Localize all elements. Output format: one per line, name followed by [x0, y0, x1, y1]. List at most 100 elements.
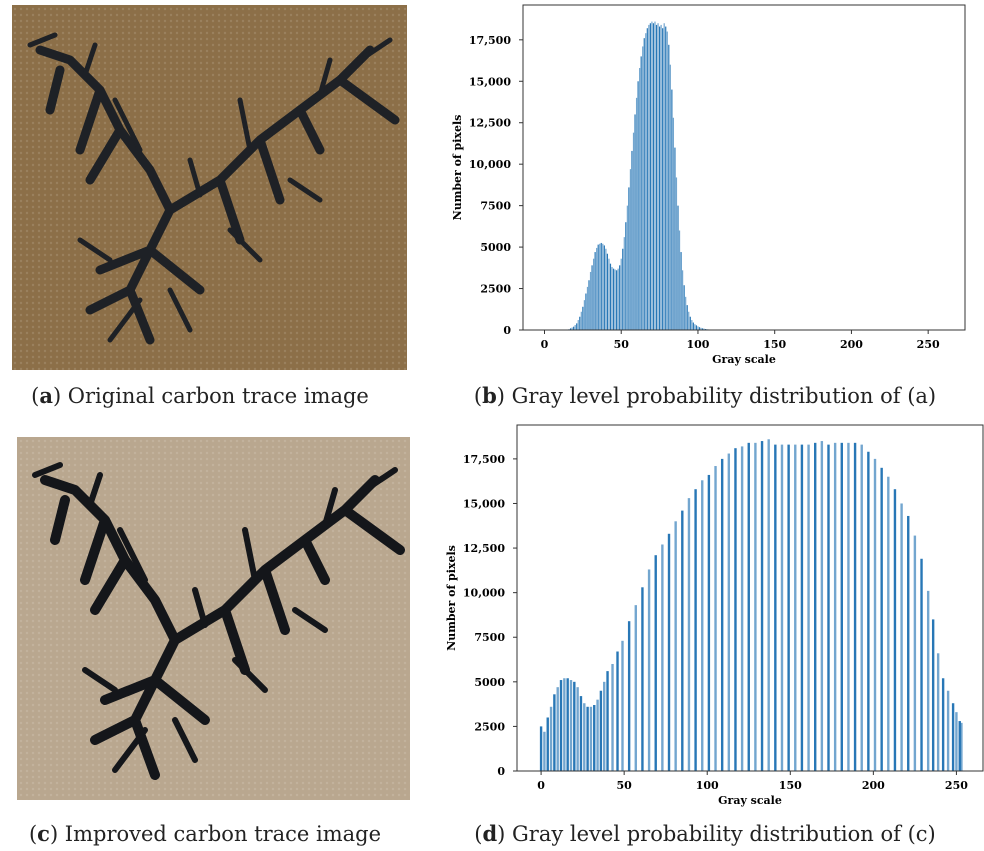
bar	[936, 653, 940, 771]
bar	[677, 205, 679, 330]
bar	[689, 316, 691, 330]
bar	[955, 712, 958, 771]
bar	[707, 474, 711, 771]
bar	[931, 619, 935, 771]
bar	[754, 442, 757, 771]
x-tick-label: 250	[917, 338, 940, 351]
caption: (c) Improved carbon trace image	[29, 821, 381, 846]
bar	[674, 521, 677, 771]
bar	[827, 444, 830, 771]
histogram: 0 50 100 150 200 250025005000750010,00012,500…	[451, 4, 966, 366]
bar	[582, 306, 584, 330]
bar	[900, 503, 903, 771]
bar	[634, 605, 637, 771]
bar	[688, 311, 690, 330]
y-tick-label: 0	[497, 765, 505, 778]
x-tick-label: 0	[541, 338, 549, 351]
bar	[553, 694, 556, 771]
caption-open: (	[29, 822, 37, 846]
bar	[596, 699, 599, 771]
bar	[747, 442, 750, 771]
bar	[666, 31, 668, 331]
bar	[646, 28, 648, 330]
bar	[608, 258, 610, 330]
bar	[695, 325, 698, 330]
bar	[678, 230, 681, 330]
bar	[606, 671, 609, 771]
bar	[639, 68, 641, 331]
x-tick-label: 200	[840, 338, 863, 351]
bar	[612, 268, 615, 330]
y-tick-label: 2500	[474, 720, 505, 733]
x-tick-label: 100	[686, 338, 709, 351]
bar	[681, 510, 684, 771]
bar	[600, 242, 602, 330]
bar	[586, 706, 589, 771]
bar	[657, 23, 659, 330]
bar	[652, 23, 655, 330]
bar	[654, 21, 656, 330]
caption-letter: b	[482, 383, 497, 408]
bar	[623, 237, 625, 330]
bar	[642, 46, 644, 331]
bar	[960, 722, 963, 771]
bar	[926, 590, 930, 771]
bar	[599, 690, 603, 771]
bar	[800, 444, 804, 771]
bar	[658, 26, 661, 330]
bar	[867, 451, 870, 771]
x-tick-label: 0	[537, 779, 545, 792]
y-tick-label: 17,500	[463, 453, 505, 466]
y-tick-label: 7500	[480, 200, 511, 213]
bar	[571, 327, 573, 330]
bar	[579, 316, 581, 330]
caption-text: ) Gray level probability distribution of…	[497, 822, 936, 846]
caption-open: (	[474, 384, 482, 408]
bar	[694, 489, 697, 771]
y-tick-label: 10,000	[469, 158, 511, 171]
bar	[734, 448, 737, 771]
bar	[611, 663, 614, 771]
y-tick-label: 2500	[480, 283, 511, 296]
bar	[698, 327, 701, 330]
caption-letter: c	[37, 821, 50, 846]
bar	[609, 263, 612, 330]
bar	[654, 555, 657, 771]
caption-letter: a	[39, 383, 53, 408]
bar	[701, 480, 704, 771]
caption-letter: d	[482, 821, 497, 846]
bar	[559, 680, 563, 771]
bar	[920, 558, 923, 771]
bar	[620, 258, 622, 330]
bar	[685, 296, 687, 330]
y-axis-title: Number of pixels	[451, 115, 464, 221]
caption-text: ) Original carbon trace image	[53, 384, 369, 408]
y-tick-label: 7500	[474, 631, 505, 644]
bar	[580, 311, 582, 330]
bar	[814, 442, 817, 771]
bar	[586, 286, 589, 330]
bar	[616, 651, 619, 771]
bar	[946, 690, 950, 771]
bar	[573, 326, 575, 330]
bar	[576, 687, 579, 771]
bar	[720, 458, 724, 771]
image-a	[12, 5, 407, 370]
bar	[907, 515, 910, 771]
y-tick-label: 17,500	[469, 34, 511, 47]
bar	[847, 442, 850, 771]
y-axis-title: Number of pixels	[445, 545, 458, 651]
caption: (a) Original carbon trace image	[31, 383, 369, 408]
x-tick-label: 50	[616, 779, 632, 792]
bar	[694, 324, 696, 330]
bar	[589, 271, 592, 330]
bar	[647, 569, 651, 771]
bar	[643, 38, 645, 330]
bar	[625, 222, 627, 330]
plot-frame	[522, 4, 966, 331]
bar	[651, 21, 653, 330]
bar	[617, 268, 619, 330]
bar	[887, 476, 890, 771]
bar	[893, 489, 897, 771]
